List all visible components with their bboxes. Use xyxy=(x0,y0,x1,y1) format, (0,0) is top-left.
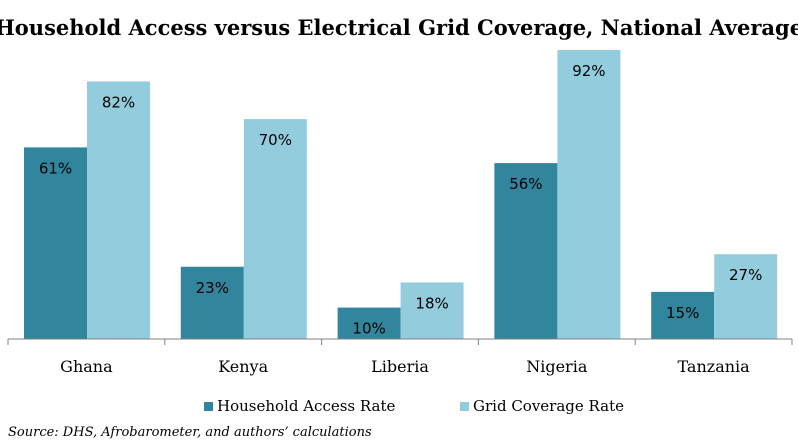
category-label: Kenya xyxy=(218,357,268,376)
bar-liberia-series-1 xyxy=(400,282,464,339)
bar-kenya-series-1 xyxy=(243,119,307,339)
bar-ghana-series-0 xyxy=(24,147,87,339)
data-label: 61% xyxy=(39,159,72,177)
bar-nigeria-series-1 xyxy=(557,50,621,339)
bar-tanzania-series-1 xyxy=(714,254,778,339)
data-label: 18% xyxy=(415,294,448,312)
data-label: 10% xyxy=(352,320,385,338)
data-label: 15% xyxy=(666,304,699,322)
bar-nigeria-series-0 xyxy=(494,163,558,339)
data-label: 92% xyxy=(572,62,605,80)
bar-ghana-series-1 xyxy=(87,81,150,340)
legend-swatch xyxy=(204,402,213,411)
data-label: 70% xyxy=(259,131,292,149)
legend-label: Household Access Rate xyxy=(217,397,395,415)
category-label: Nigeria xyxy=(526,357,588,376)
legend-label: Grid Coverage Rate xyxy=(473,397,624,415)
category-label: Ghana xyxy=(60,357,113,376)
legend-swatch xyxy=(460,402,469,411)
chart-title: Household Access versus Electrical Grid … xyxy=(0,15,798,40)
source-note: Source: DHS, Afrobarometer, and authors’… xyxy=(8,425,372,440)
data-label: 27% xyxy=(729,266,762,284)
category-labels: Ghana Kenya Liberia Nigeria Tanzania xyxy=(60,357,750,376)
category-label: Liberia xyxy=(371,357,429,376)
bars-layer xyxy=(24,50,778,340)
bar-tanzania-series-0 xyxy=(651,291,715,339)
data-label: 23% xyxy=(196,279,229,297)
data-label: 56% xyxy=(509,175,542,193)
legend: Household Access Rate Grid Coverage Rate xyxy=(204,397,624,415)
data-labels: 61% 82% 23% 70% 10% 18% 56% 92% 15% 27% xyxy=(39,62,763,338)
bar-liberia-series-0 xyxy=(337,307,401,339)
bar-kenya-series-0 xyxy=(180,266,244,339)
category-label: Tanzania xyxy=(677,357,750,376)
x-axis-ticks xyxy=(7,339,793,345)
data-label: 82% xyxy=(102,93,135,111)
